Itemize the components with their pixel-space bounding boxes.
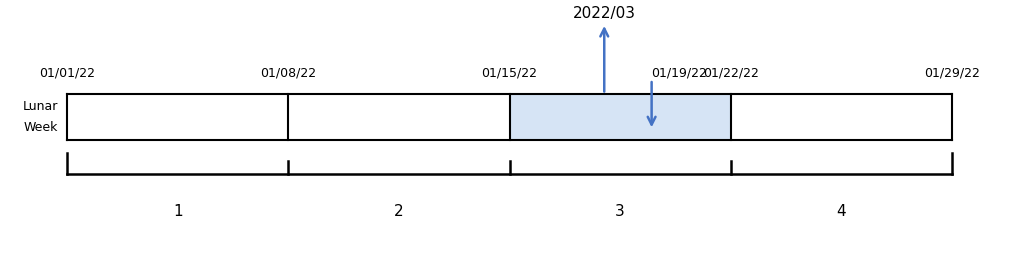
Text: 01/01/22: 01/01/22 xyxy=(40,66,96,79)
Bar xyxy=(510,94,731,140)
Text: Lunar
Week: Lunar Week xyxy=(22,100,58,134)
Text: 1: 1 xyxy=(173,204,182,219)
Text: 2022/03: 2022/03 xyxy=(573,5,636,20)
Text: 01/15/22: 01/15/22 xyxy=(482,66,537,79)
Text: 01/19/22: 01/19/22 xyxy=(651,66,707,79)
Text: 2: 2 xyxy=(394,204,404,219)
Text: 01/29/22: 01/29/22 xyxy=(924,66,979,79)
Text: 3: 3 xyxy=(615,204,625,219)
Text: 4: 4 xyxy=(837,204,846,219)
Text: 01/08/22: 01/08/22 xyxy=(260,66,317,79)
Text: 01/22/22: 01/22/22 xyxy=(703,66,758,79)
